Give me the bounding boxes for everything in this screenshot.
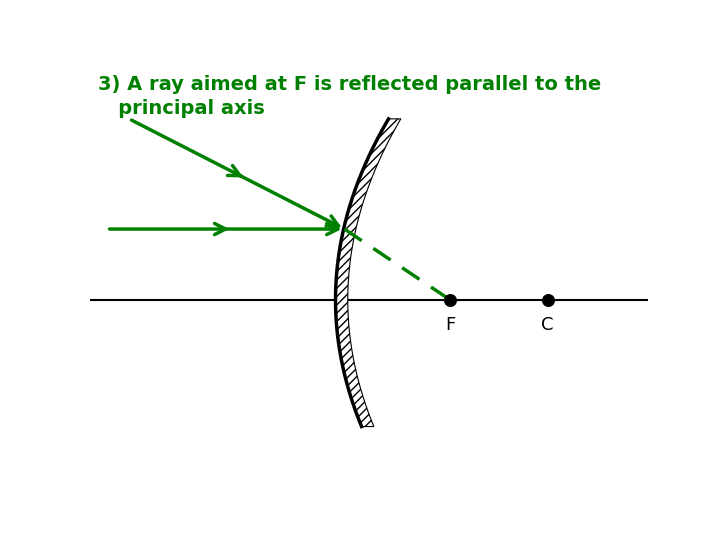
Point [444, 295, 456, 304]
Text: C: C [541, 315, 554, 334]
Text: 3) A ray aimed at F is reflected parallel to the
   principal axis: 3) A ray aimed at F is reflected paralle… [99, 75, 602, 118]
Point [541, 295, 553, 304]
Text: F: F [445, 315, 455, 334]
Polygon shape [336, 119, 401, 427]
